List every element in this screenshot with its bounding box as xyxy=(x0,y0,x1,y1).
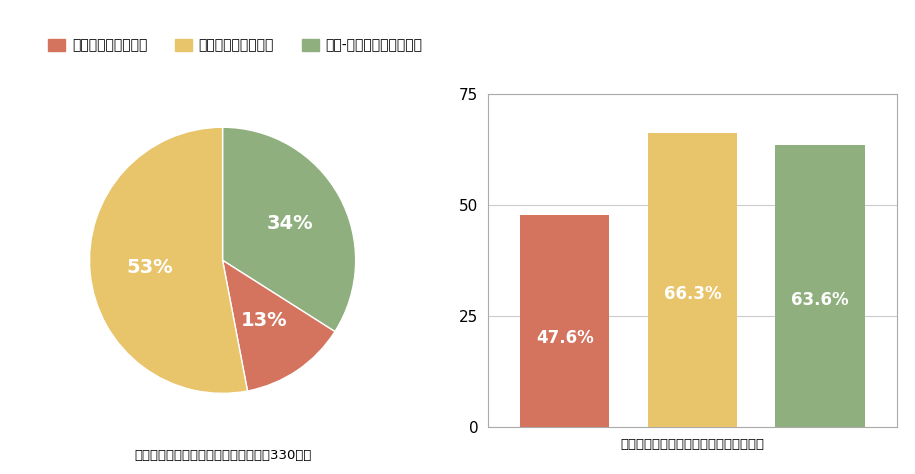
Text: 新規に通院を開始した心房細動患者（330名）: 新規に通院を開始した心房細動患者（330名） xyxy=(134,449,311,462)
Text: 66.3%: 66.3% xyxy=(663,285,721,303)
Text: 53%: 53% xyxy=(126,258,173,277)
Wedge shape xyxy=(90,127,248,393)
Wedge shape xyxy=(222,260,335,391)
Bar xyxy=(520,216,609,427)
Bar xyxy=(648,133,737,427)
Legend: 医師による過小評価, 医師による過大評価, 医師-患者間の認識の一致: 医師による過小評価, 医師による過大評価, 医師-患者間の認識の一致 xyxy=(43,33,428,58)
X-axis label: １年以内の薬物・カテーテル治療の提供: １年以内の薬物・カテーテル治療の提供 xyxy=(620,438,764,451)
Text: 47.6%: 47.6% xyxy=(536,329,594,347)
Text: 63.6%: 63.6% xyxy=(791,291,849,309)
Text: 34%: 34% xyxy=(267,214,314,233)
Wedge shape xyxy=(222,127,356,332)
Bar xyxy=(775,145,865,427)
Text: 13%: 13% xyxy=(241,311,287,330)
